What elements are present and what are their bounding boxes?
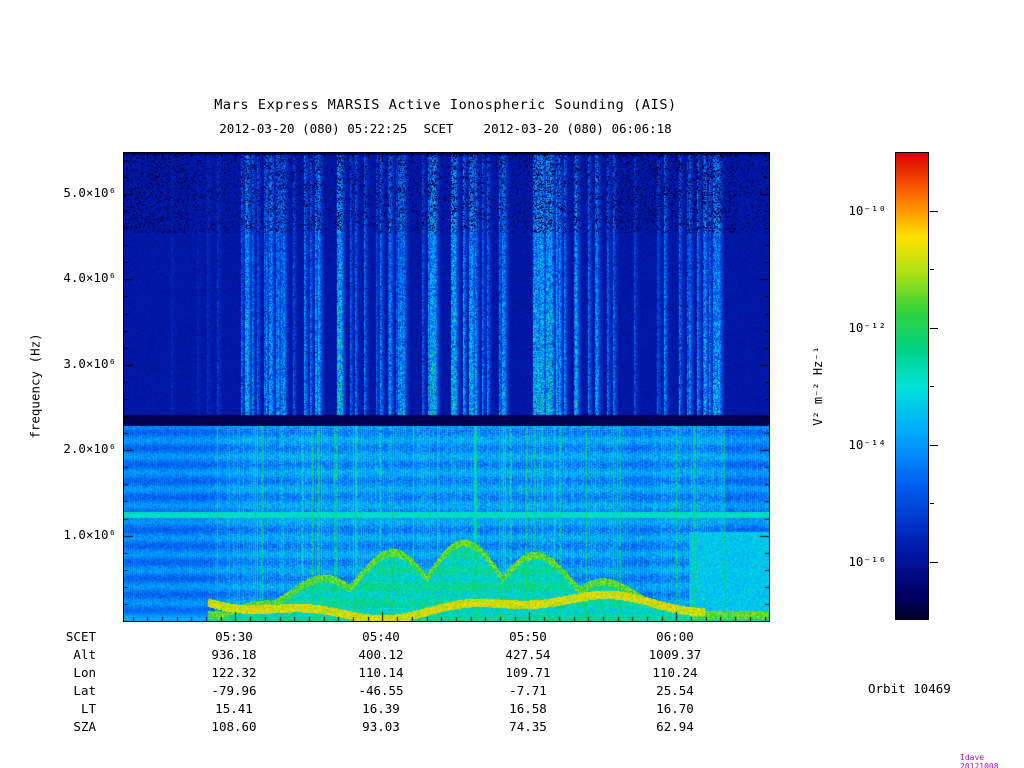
table-cell: -46.55 — [358, 683, 404, 698]
y-tick-label: 5.0×10⁶ — [63, 185, 116, 200]
page-title: Mars Express MARSIS Active Ionospheric S… — [214, 97, 677, 113]
y-tick-label: 1.0×10⁶ — [63, 527, 116, 542]
x-tick-label: 05:50 — [509, 629, 547, 644]
table-cell: 109.71 — [505, 665, 551, 680]
table-row-label: Lat — [73, 683, 96, 698]
table-row-label: Alt — [73, 647, 96, 662]
table-cell: 16.58 — [509, 701, 547, 716]
y-tick-label: 4.0×10⁶ — [63, 270, 116, 285]
table-cell: 110.14 — [358, 665, 404, 680]
colorbar-gradient — [895, 152, 929, 620]
table-cell: 93.03 — [362, 719, 400, 734]
x-tick-label: 05:30 — [215, 629, 253, 644]
colorbar-tick-label: 10⁻¹⁰ — [848, 203, 886, 218]
version-stamp: Idave 20121008 — [960, 753, 999, 768]
table-cell: 936.18 — [211, 647, 257, 662]
table-cell: 25.54 — [656, 683, 694, 698]
y-axis-label: frequency (Hz) — [27, 333, 43, 439]
table-cell: 16.70 — [656, 701, 694, 716]
colorbar-tick-label: 10⁻¹² — [848, 320, 886, 335]
colorbar-tick — [930, 386, 934, 387]
colorbar-tick — [930, 503, 934, 504]
colorbar-tick — [930, 445, 938, 446]
table-row-label: LT — [80, 701, 96, 716]
colorbar-tick — [930, 211, 938, 212]
orbit-label: Orbit 10469 — [868, 681, 951, 696]
scet-range: 2012-03-20 (080) 05:22:25 SCET 2012-03-20 … — [123, 121, 768, 136]
colorbar-tick-label: 10⁻¹⁶ — [848, 554, 886, 569]
table-cell: 1009.37 — [648, 647, 702, 662]
table-row-label: SZA — [73, 719, 96, 734]
colorbar-tick — [930, 328, 938, 329]
colorbar-axis-label: V² m⁻² Hz⁻¹ — [811, 346, 825, 426]
colorbar-tick-label: 10⁻¹⁴ — [848, 437, 886, 452]
table-row-label: SCET — [65, 629, 96, 644]
table-cell: -79.96 — [211, 683, 257, 698]
table-cell: 110.24 — [652, 665, 698, 680]
table-cell: -7.71 — [509, 683, 547, 698]
table-cell: 122.32 — [211, 665, 257, 680]
x-tick-label: 06:00 — [656, 629, 694, 644]
scet-start: 2012-03-20 (080) 05:22:25 — [219, 121, 408, 136]
table-row-label: Lon — [73, 665, 96, 680]
y-tick-label: 2.0×10⁶ — [63, 441, 116, 456]
colorbar-tick — [930, 562, 938, 563]
scet-end: 2012-03-20 (080) 06:06:18 — [483, 121, 672, 136]
y-tick-label: 3.0×10⁶ — [63, 356, 116, 371]
table-cell: 400.12 — [358, 647, 404, 662]
table-cell: 427.54 — [505, 647, 551, 662]
spectrogram-canvas — [123, 152, 770, 622]
table-cell: 16.39 — [362, 701, 400, 716]
scet-label: SCET — [423, 121, 454, 136]
x-tick-label: 05:40 — [362, 629, 400, 644]
table-cell: 108.60 — [211, 719, 257, 734]
table-cell: 62.94 — [656, 719, 694, 734]
table-cell: 74.35 — [509, 719, 547, 734]
table-cell: 15.41 — [215, 701, 253, 716]
colorbar-tick — [930, 269, 934, 270]
